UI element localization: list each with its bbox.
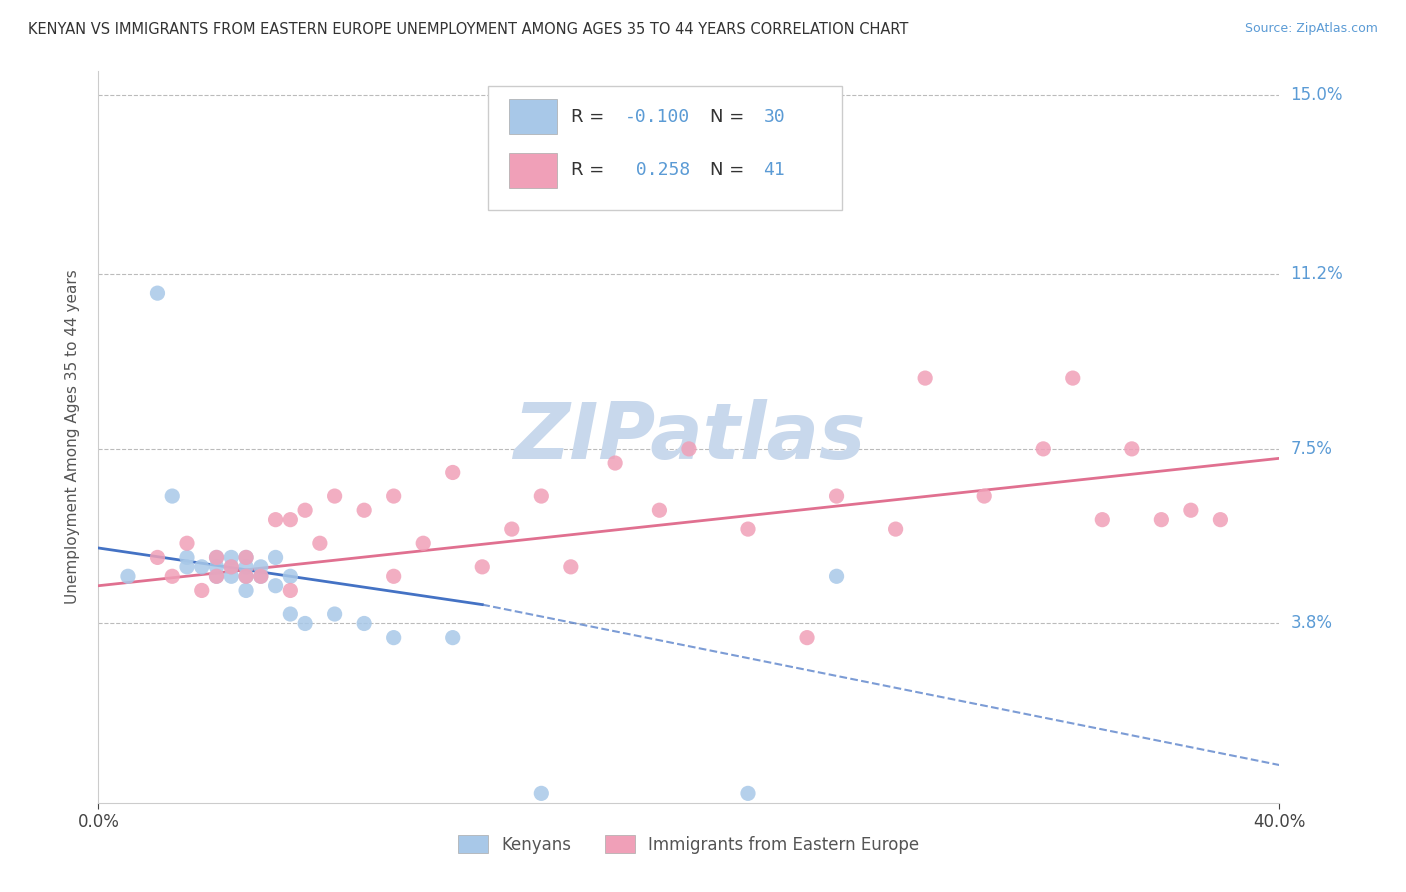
Text: -0.100: -0.100 [626,108,690,126]
Point [1121,442,1143,456]
Point [205,569,228,583]
Point [884,522,907,536]
Text: 41: 41 [763,161,785,179]
Point [382,489,405,503]
Point [146,286,169,301]
Point [973,489,995,503]
Point [353,503,375,517]
Point [914,371,936,385]
Point [235,569,257,583]
Point [191,559,214,574]
Point [162,569,183,583]
Text: 30: 30 [763,108,785,126]
Point [280,583,302,598]
Point [117,569,139,583]
Point [1150,513,1173,527]
Point [205,569,228,583]
Point [323,607,346,621]
Point [294,503,316,517]
Point [205,550,228,565]
Text: ZIPatlas: ZIPatlas [513,399,865,475]
Point [796,631,818,645]
Point [221,569,243,583]
Point [353,616,375,631]
Point [280,569,302,583]
Point [221,559,243,574]
Point [235,569,257,583]
Point [162,489,183,503]
Point [146,550,169,565]
Point [205,550,228,565]
Point [250,569,273,583]
Text: 0.258: 0.258 [626,161,690,179]
Text: 7.5%: 7.5% [1291,440,1333,458]
Y-axis label: Unemployment Among Ages 35 to 44 years: Unemployment Among Ages 35 to 44 years [65,269,80,605]
Point [205,559,228,574]
Point [176,559,198,574]
Point [294,616,316,631]
Point [560,559,582,574]
Point [176,550,198,565]
Point [501,522,523,536]
Point [176,536,198,550]
Legend: Kenyans, Immigrants from Eastern Europe: Kenyans, Immigrants from Eastern Europe [451,829,927,860]
Point [1209,513,1232,527]
Point [471,559,494,574]
Text: N =: N = [710,108,751,126]
Point [280,607,302,621]
Bar [509,99,557,135]
Point [309,536,332,550]
Point [1062,371,1084,385]
Point [264,550,287,565]
Point [648,503,671,517]
Text: N =: N = [710,161,751,179]
Point [678,442,700,456]
Point [280,513,302,527]
Text: 15.0%: 15.0% [1291,86,1343,104]
Text: KENYAN VS IMMIGRANTS FROM EASTERN EUROPE UNEMPLOYMENT AMONG AGES 35 TO 44 YEARS : KENYAN VS IMMIGRANTS FROM EASTERN EUROPE… [28,22,908,37]
Point [530,786,553,800]
Text: Source: ZipAtlas.com: Source: ZipAtlas.com [1244,22,1378,36]
Bar [488,86,842,211]
Bar [509,153,557,187]
Point [737,522,759,536]
Point [235,550,257,565]
Point [235,559,257,574]
Point [825,569,848,583]
Point [235,550,257,565]
Point [1180,503,1202,517]
Point [441,631,464,645]
Point [412,536,434,550]
Text: R =: R = [571,108,610,126]
Point [605,456,627,470]
Point [264,513,287,527]
Point [530,489,553,503]
Point [191,583,214,598]
Point [1091,513,1114,527]
Text: 11.2%: 11.2% [1291,265,1343,284]
Point [323,489,346,503]
Point [221,559,243,574]
Point [264,579,287,593]
Point [441,466,464,480]
Point [250,559,273,574]
Point [1032,442,1054,456]
Point [825,489,848,503]
Point [382,569,405,583]
Text: R =: R = [571,161,610,179]
Point [221,550,243,565]
Point [250,569,273,583]
Text: 3.8%: 3.8% [1291,615,1333,632]
Point [382,631,405,645]
Point [235,583,257,598]
Point [737,786,759,800]
